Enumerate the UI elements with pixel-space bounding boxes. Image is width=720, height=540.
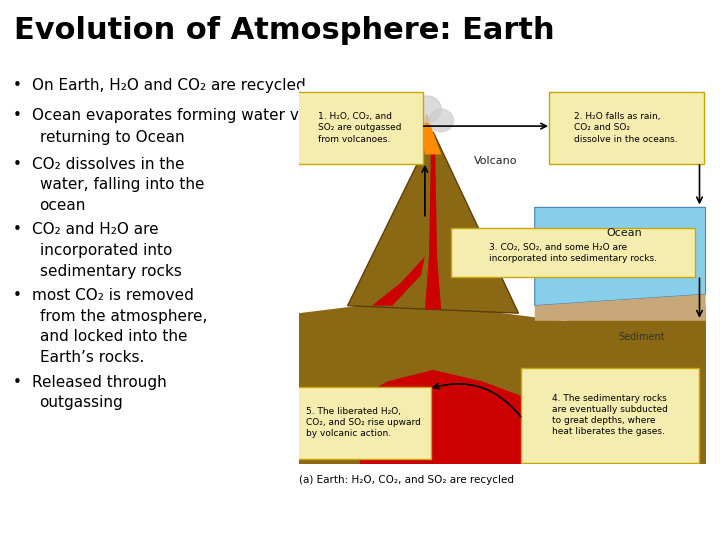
Text: and locked into the: and locked into the bbox=[40, 329, 187, 345]
Polygon shape bbox=[299, 86, 706, 294]
Text: 2. H₂O falls as rain,
CO₂ and SO₂
dissolve in the oceans.: 2. H₂O falls as rain, CO₂ and SO₂ dissol… bbox=[575, 112, 678, 144]
Text: Earth’s rocks.: Earth’s rocks. bbox=[40, 350, 144, 365]
Text: 3. CO₂, SO₂, and some H₂O are
incorporated into sedimentary rocks.: 3. CO₂, SO₂, and some H₂O are incorporat… bbox=[490, 242, 657, 263]
Text: CO₂ dissolves in the: CO₂ dissolves in the bbox=[32, 157, 185, 172]
Text: from the atmosphere,: from the atmosphere, bbox=[40, 309, 207, 324]
Text: Evolution of Atmosphere: Earth: Evolution of Atmosphere: Earth bbox=[14, 16, 555, 45]
Polygon shape bbox=[420, 113, 441, 154]
Text: 1. H₂O, CO₂, and
SO₂ are outgassed
from volcanoes.: 1. H₂O, CO₂, and SO₂ are outgassed from … bbox=[318, 112, 402, 144]
Text: 4. The sedimentary rocks
are eventually subducted
to great depths, where
heat li: 4. The sedimentary rocks are eventually … bbox=[552, 394, 668, 436]
Text: water, falling into the: water, falling into the bbox=[40, 177, 204, 192]
Polygon shape bbox=[400, 109, 425, 132]
Text: returning to Ocean: returning to Ocean bbox=[40, 130, 184, 145]
Polygon shape bbox=[425, 143, 441, 309]
Polygon shape bbox=[535, 294, 706, 321]
Text: •: • bbox=[13, 108, 22, 123]
Text: •: • bbox=[13, 157, 22, 172]
Text: sedimentary rocks: sedimentary rocks bbox=[40, 264, 181, 279]
Text: Sediment: Sediment bbox=[618, 332, 665, 342]
Polygon shape bbox=[535, 207, 706, 306]
Text: 5. The liberated H₂O,
CO₂, and SO₂ rise upward
by volcanic action.: 5. The liberated H₂O, CO₂, and SO₂ rise … bbox=[307, 407, 421, 438]
Text: CO₂ and H₂O are: CO₂ and H₂O are bbox=[32, 222, 159, 238]
FancyBboxPatch shape bbox=[549, 92, 703, 164]
FancyBboxPatch shape bbox=[521, 368, 700, 462]
Polygon shape bbox=[413, 96, 441, 122]
Text: •: • bbox=[13, 78, 22, 93]
Text: Ocean: Ocean bbox=[606, 227, 642, 238]
Polygon shape bbox=[348, 132, 518, 313]
Text: Volcano: Volcano bbox=[474, 156, 517, 166]
Text: outgassing: outgassing bbox=[40, 395, 123, 410]
Text: •: • bbox=[13, 222, 22, 238]
Text: Ocean evaporates forming water vapor, which rains down: Ocean evaporates forming water vapor, wh… bbox=[32, 108, 477, 123]
Text: (a) Earth: H₂O, CO₂, and SO₂ are recycled: (a) Earth: H₂O, CO₂, and SO₂ are recycle… bbox=[299, 475, 514, 485]
FancyBboxPatch shape bbox=[297, 387, 431, 458]
Polygon shape bbox=[535, 321, 706, 464]
Polygon shape bbox=[429, 109, 454, 132]
Text: most CO₂ is removed: most CO₂ is removed bbox=[32, 288, 194, 303]
Text: On Earth, H₂O and CO₂ are recycled: On Earth, H₂O and CO₂ are recycled bbox=[32, 78, 306, 93]
Polygon shape bbox=[360, 370, 523, 464]
Text: incorporated into: incorporated into bbox=[40, 243, 172, 258]
Text: Released through: Released through bbox=[32, 375, 167, 390]
Text: •: • bbox=[13, 288, 22, 303]
FancyBboxPatch shape bbox=[297, 92, 423, 164]
Text: ocean: ocean bbox=[40, 198, 86, 213]
FancyBboxPatch shape bbox=[451, 228, 696, 278]
Polygon shape bbox=[299, 294, 706, 464]
Polygon shape bbox=[372, 256, 425, 306]
Text: •: • bbox=[13, 375, 22, 390]
